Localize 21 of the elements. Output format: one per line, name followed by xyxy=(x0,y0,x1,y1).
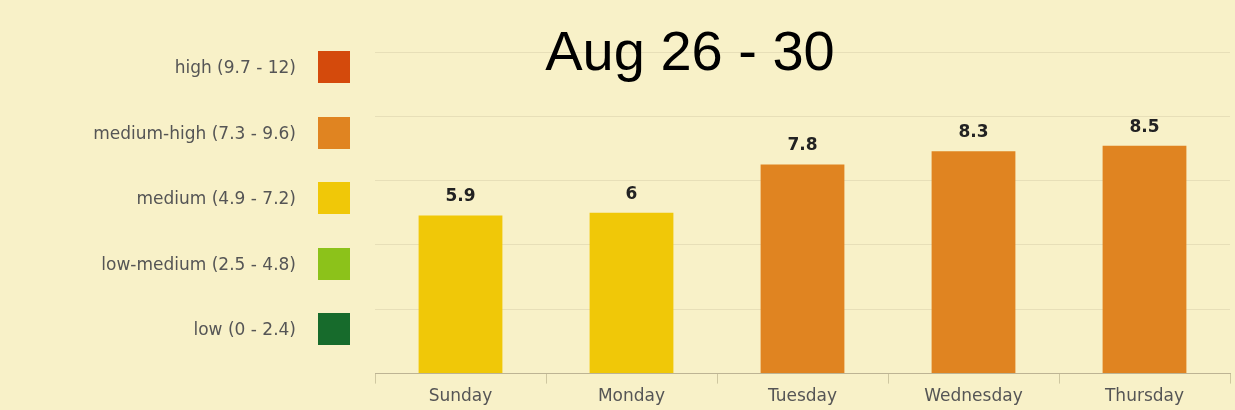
x-tick-label: Sunday xyxy=(428,385,493,406)
x-tick-label: Wednesday xyxy=(924,385,1023,406)
bar xyxy=(931,151,1016,374)
legend-label: low (0 - 2.4) xyxy=(193,319,296,339)
x-tick-label: Thursday xyxy=(1103,385,1185,406)
legend-label: high (9.7 - 12) xyxy=(174,57,296,77)
x-tick-label: Monday xyxy=(597,385,666,406)
bar xyxy=(760,164,845,374)
chart-title: Aug 26 - 30 xyxy=(544,18,836,83)
bar xyxy=(589,212,674,374)
data-label: 6 xyxy=(625,182,638,203)
legend-label: low-medium (2.5 - 4.8) xyxy=(101,253,296,274)
data-label: 7.8 xyxy=(787,134,818,155)
legend-label: medium (4.9 - 7.2) xyxy=(136,188,296,208)
data-label: 8.3 xyxy=(958,121,989,142)
data-label: 5.9 xyxy=(445,185,476,206)
bar xyxy=(1102,145,1187,374)
data-label: 8.5 xyxy=(1129,115,1160,136)
bar xyxy=(418,215,503,374)
legend-label: medium-high (7.3 - 9.6) xyxy=(93,122,296,143)
x-tick-label: Tuesday xyxy=(766,385,838,406)
